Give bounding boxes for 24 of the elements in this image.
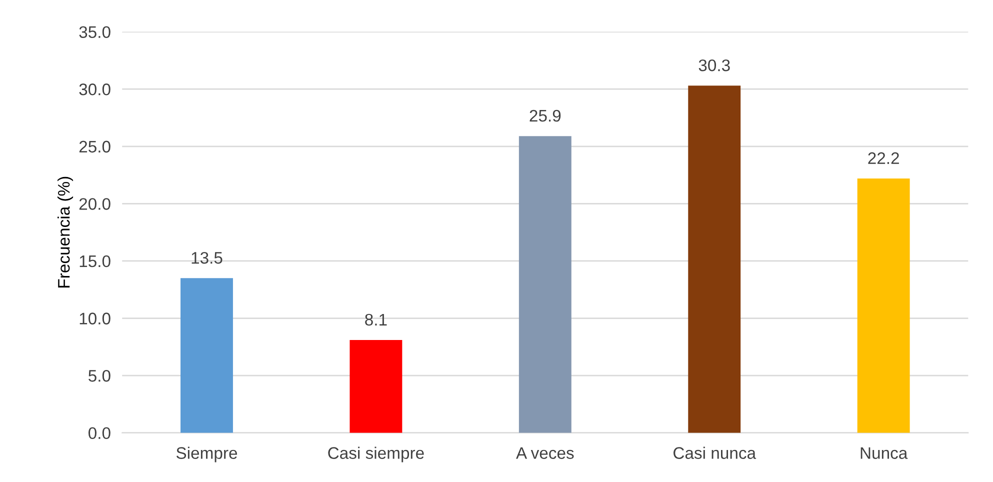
- x-tick-label: A veces: [516, 447, 574, 459]
- x-tick-label: Siempre: [176, 446, 238, 462]
- data-label: 30.3: [698, 59, 730, 72]
- data-label: 25.9: [530, 110, 561, 122]
- y-tick-label: 0.0: [88, 427, 110, 440]
- bar: [688, 86, 741, 433]
- bar: [857, 178, 910, 433]
- bar: [350, 340, 402, 433]
- y-tick-label: 35.0: [79, 26, 110, 38]
- data-label: 8.1: [365, 314, 387, 326]
- y-tick-label: 25.0: [79, 140, 110, 153]
- y-axis-title: Frecuencia (%): [58, 176, 74, 288]
- data-label: 22.2: [868, 152, 899, 164]
- bar: [180, 278, 233, 433]
- bar: [518, 136, 572, 433]
- x-tick-label: Nunca: [860, 447, 908, 459]
- y-tick-label: 5.0: [88, 370, 110, 382]
- y-tick-label: 10.0: [80, 312, 110, 324]
- x-tick-label: Casi siempre: [328, 446, 424, 462]
- y-tick-label: 20.0: [79, 198, 110, 210]
- x-tick-label: Casi nunca: [674, 446, 756, 459]
- y-tick-label: 15.0: [80, 255, 110, 268]
- y-tick-label: 30.0: [79, 84, 110, 96]
- data-label: 13.5: [192, 252, 222, 264]
